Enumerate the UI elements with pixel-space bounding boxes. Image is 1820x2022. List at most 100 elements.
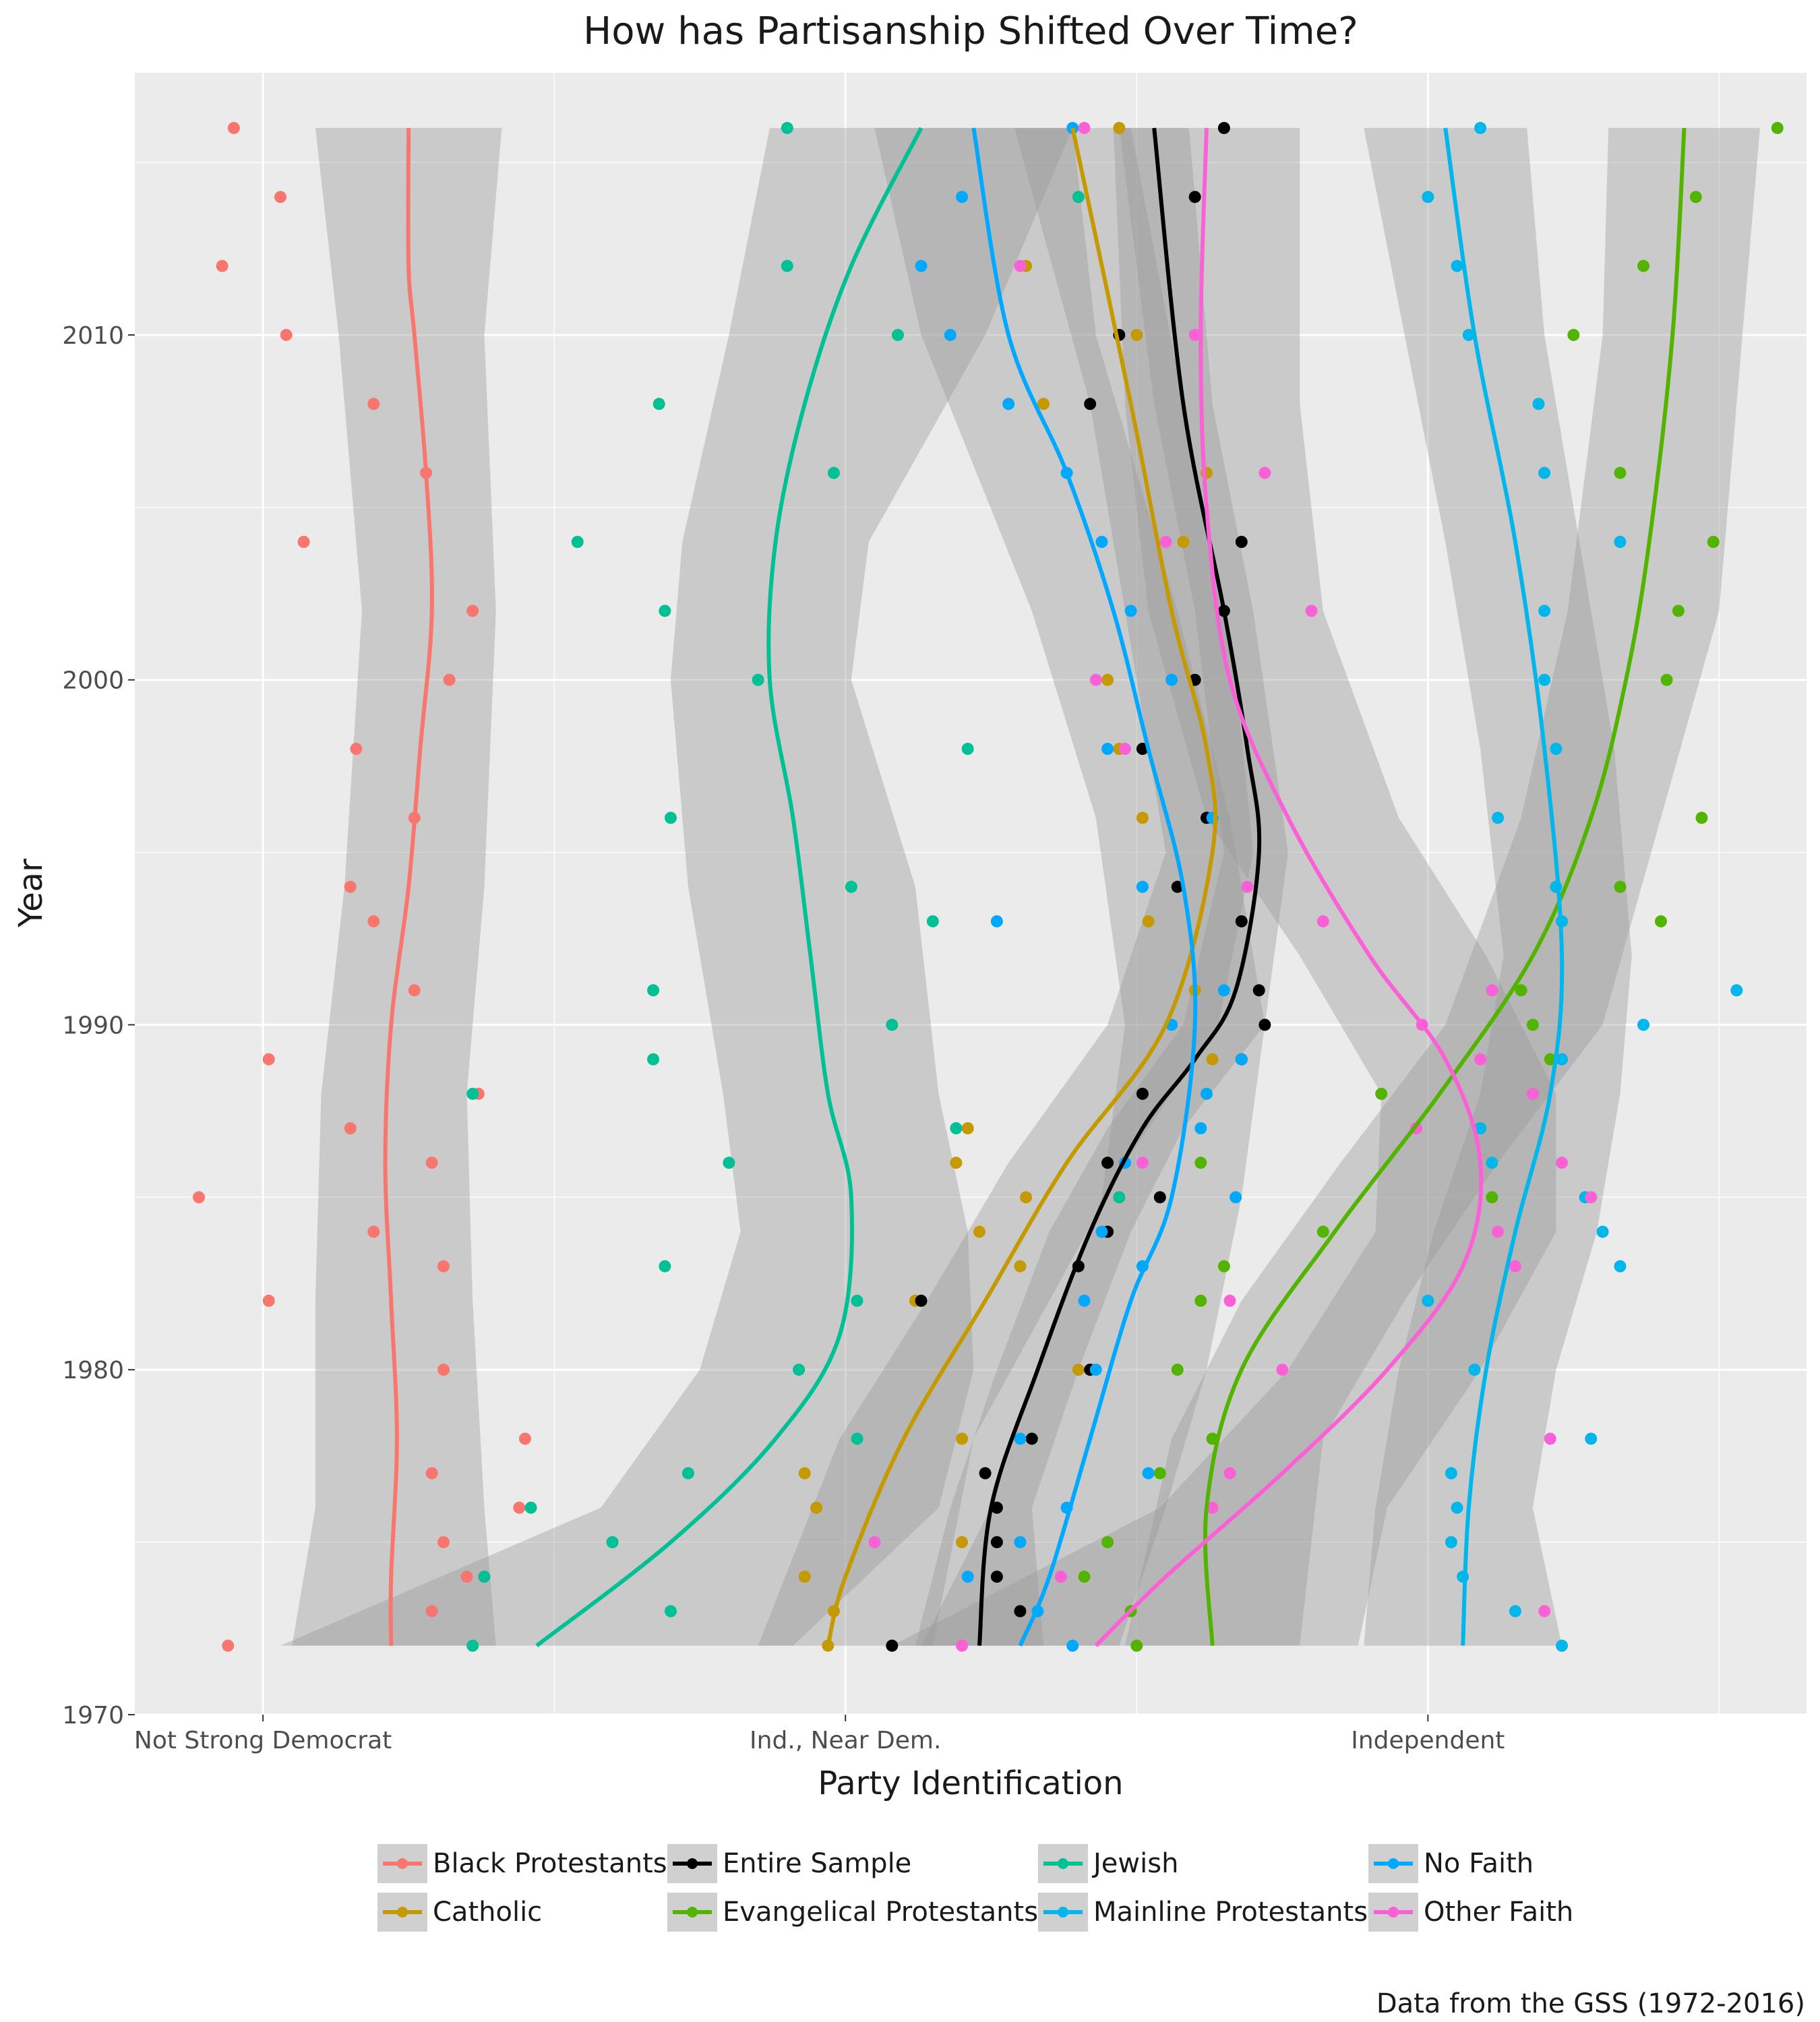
chart-title: How has Partisanship Shifted Over Time? bbox=[583, 9, 1358, 53]
data-point bbox=[1492, 811, 1505, 824]
trend-line bbox=[1443, 127, 1565, 1646]
data-point bbox=[798, 1570, 811, 1583]
y-tick-label: 1980 bbox=[62, 1357, 124, 1384]
data-point bbox=[1486, 1191, 1498, 1204]
legend-dot-swatch bbox=[1388, 1907, 1399, 1918]
data-point bbox=[653, 398, 665, 410]
data-point bbox=[274, 191, 287, 204]
data-point bbox=[1538, 466, 1551, 479]
data-point bbox=[1142, 915, 1155, 927]
data-point bbox=[664, 811, 677, 824]
data-point bbox=[1014, 1432, 1027, 1445]
data-point bbox=[798, 1467, 811, 1479]
data-point bbox=[1171, 1364, 1184, 1376]
data-point bbox=[915, 1294, 928, 1307]
data-point bbox=[1171, 880, 1184, 893]
data-point bbox=[990, 1501, 1003, 1514]
data-point bbox=[810, 1501, 823, 1514]
data-point bbox=[1136, 811, 1149, 824]
data-point bbox=[606, 1536, 619, 1549]
data-point bbox=[1375, 1087, 1388, 1100]
data-point bbox=[1078, 121, 1091, 134]
data-point bbox=[1689, 191, 1702, 204]
legend-dot-swatch bbox=[1388, 1858, 1399, 1869]
data-point bbox=[979, 1467, 992, 1479]
data-point bbox=[280, 328, 293, 341]
data-point bbox=[1235, 536, 1248, 548]
legend-label: Mainline Protestants bbox=[1093, 1897, 1368, 1928]
data-point bbox=[1194, 1294, 1207, 1307]
confidence-band bbox=[758, 127, 1254, 1646]
data-point bbox=[1020, 1191, 1033, 1204]
data-point bbox=[1165, 673, 1178, 686]
legend-key bbox=[1038, 1844, 1088, 1883]
data-point bbox=[1538, 1605, 1551, 1618]
data-point bbox=[425, 1605, 438, 1618]
data-point bbox=[524, 1501, 537, 1514]
data-point bbox=[1188, 328, 1201, 341]
data-point bbox=[990, 915, 1003, 927]
data-point bbox=[1014, 259, 1027, 272]
data-point bbox=[1113, 121, 1126, 134]
data-point bbox=[1072, 1364, 1085, 1376]
data-point bbox=[961, 1570, 974, 1583]
data-point bbox=[1200, 1087, 1213, 1100]
data-point bbox=[1672, 605, 1685, 617]
data-point bbox=[961, 743, 974, 756]
data-point bbox=[1730, 984, 1743, 997]
data-point bbox=[1474, 1122, 1487, 1134]
data-point bbox=[216, 259, 229, 272]
data-point bbox=[1614, 536, 1627, 548]
data-point bbox=[367, 398, 380, 410]
x-axis-title: Party Identification bbox=[818, 1765, 1123, 1802]
data-point bbox=[1235, 915, 1248, 927]
legend-dot-swatch bbox=[687, 1907, 698, 1918]
data-point bbox=[1637, 1018, 1650, 1031]
data-point bbox=[1072, 191, 1085, 204]
trend-lines bbox=[383, 127, 1687, 1648]
data-point bbox=[1462, 328, 1475, 341]
confidence-band bbox=[874, 127, 1265, 1646]
data-point bbox=[1707, 536, 1720, 548]
data-point bbox=[1084, 398, 1097, 410]
data-point bbox=[659, 1260, 671, 1273]
data-point bbox=[1159, 536, 1172, 548]
data-point bbox=[1567, 328, 1580, 341]
legend-dot-swatch bbox=[1058, 1858, 1068, 1869]
data-point bbox=[1223, 1294, 1236, 1307]
data-point bbox=[1486, 1157, 1498, 1169]
data-point bbox=[350, 743, 363, 756]
confidence-band bbox=[1364, 127, 1632, 1646]
data-point bbox=[518, 1432, 531, 1445]
data-point bbox=[1054, 1570, 1067, 1583]
data-point bbox=[1241, 880, 1254, 893]
data-point bbox=[973, 1225, 985, 1238]
data-point bbox=[886, 1639, 899, 1652]
legend-label: No Faith bbox=[1424, 1848, 1534, 1879]
data-point bbox=[466, 1087, 479, 1100]
data-point bbox=[1252, 984, 1265, 997]
data-point bbox=[1614, 880, 1627, 893]
x-tick-label: Independent bbox=[1351, 1727, 1505, 1754]
data-point bbox=[1118, 743, 1131, 756]
data-point bbox=[425, 1467, 438, 1479]
data-point bbox=[1095, 536, 1108, 548]
data-point bbox=[1305, 605, 1318, 617]
confidence-band bbox=[280, 127, 1073, 1646]
data-point bbox=[1014, 1605, 1027, 1618]
confidence-band bbox=[915, 127, 1288, 1646]
data-point bbox=[1130, 328, 1143, 341]
data-point bbox=[1113, 1191, 1126, 1204]
legend-dot-swatch bbox=[687, 1858, 698, 1869]
data-point bbox=[367, 1225, 380, 1238]
legend-item: Catholic bbox=[377, 1893, 667, 1932]
data-point bbox=[1153, 1467, 1166, 1479]
data-point bbox=[1235, 1053, 1248, 1066]
data-point bbox=[193, 1191, 206, 1204]
data-point bbox=[1136, 1087, 1149, 1100]
data-point bbox=[1468, 1364, 1481, 1376]
data-point bbox=[1614, 466, 1627, 479]
legend-label: Jewish bbox=[1093, 1848, 1179, 1879]
data-point bbox=[1474, 121, 1487, 134]
y-tick-label: 2000 bbox=[62, 667, 124, 695]
